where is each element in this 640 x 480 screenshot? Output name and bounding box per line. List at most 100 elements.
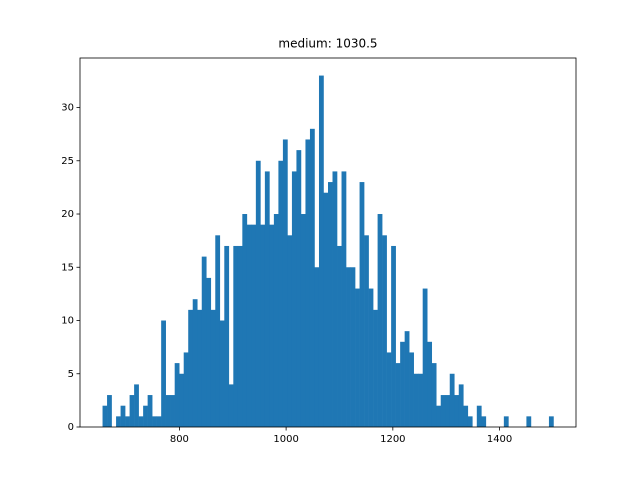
bar: [179, 373, 185, 427]
bar: [152, 416, 157, 427]
bar: [192, 299, 198, 427]
bar: [161, 320, 166, 427]
bar: [548, 416, 554, 427]
bar: [328, 182, 333, 427]
bar: [251, 224, 257, 427]
bar: [476, 405, 482, 427]
bar: [242, 214, 248, 427]
bar: [440, 395, 446, 427]
bar: [210, 309, 216, 427]
x-tick-label: 1000: [273, 434, 298, 445]
bar: [296, 150, 302, 427]
bar: [147, 395, 153, 427]
bar: [228, 384, 234, 427]
bar: [400, 341, 405, 427]
bar: [368, 288, 374, 427]
bar: [215, 235, 221, 427]
bar: [278, 160, 284, 427]
bar: [391, 245, 396, 427]
bar: [323, 192, 329, 427]
bar: [526, 416, 532, 427]
bar: [445, 395, 451, 427]
bar: [413, 373, 419, 427]
bar: [107, 395, 112, 427]
bar: [183, 352, 189, 427]
bar: [337, 245, 342, 427]
bar: [503, 416, 509, 427]
bar: [188, 309, 194, 427]
bar: [143, 405, 148, 427]
bar: [264, 171, 270, 427]
bar: [346, 267, 351, 427]
bar: [282, 139, 288, 427]
bar: [431, 363, 437, 427]
bar: [409, 352, 414, 427]
bar: [255, 160, 261, 427]
bar: [246, 224, 252, 427]
x-tick-label: 1200: [380, 434, 405, 445]
bar: [373, 309, 378, 427]
bar: [120, 405, 126, 427]
bar: [382, 235, 387, 427]
y-tick-label: 25: [61, 156, 74, 167]
bar: [364, 235, 369, 427]
bar: [404, 331, 410, 427]
bar: [165, 395, 171, 427]
x-tick-label: 800: [170, 434, 189, 445]
bar: [224, 245, 230, 427]
bar: [287, 235, 293, 427]
bar: [422, 288, 428, 427]
bar: [314, 267, 320, 427]
bar: [386, 352, 392, 427]
bar: [237, 245, 243, 427]
y-tick-label: 15: [61, 262, 74, 273]
bar: [309, 128, 315, 427]
bar: [318, 75, 324, 428]
bar: [260, 224, 266, 427]
bar: [201, 256, 207, 427]
bar: [418, 373, 423, 427]
bar: [174, 363, 180, 427]
bar: [233, 245, 239, 427]
bar: [134, 384, 139, 427]
bar: [291, 171, 297, 427]
axes-frame: [79, 57, 577, 428]
bar: [458, 384, 464, 427]
y-tick-label: 5: [68, 369, 74, 380]
bar: [454, 395, 460, 427]
y-tick-label: 20: [61, 209, 74, 220]
y-tick-label: 10: [61, 316, 74, 327]
bar: [273, 214, 279, 427]
bar: [359, 182, 365, 427]
bar: [197, 309, 203, 427]
bar: [355, 288, 360, 427]
bar: [467, 416, 473, 427]
bar: [138, 416, 144, 427]
bar: [170, 395, 175, 427]
bar: [481, 416, 487, 427]
bar: [341, 171, 347, 427]
bar: [350, 267, 356, 427]
bar: [102, 405, 108, 427]
bar: [449, 373, 455, 427]
chart-title: medium: 1030.5: [278, 37, 377, 51]
bar: [206, 277, 212, 427]
bar: [395, 363, 401, 427]
y-tick-label: 0: [68, 422, 74, 433]
y-tick-label: 30: [61, 103, 74, 114]
bar: [219, 320, 225, 427]
bar: [305, 139, 311, 427]
bar: [436, 405, 442, 427]
bar: [377, 214, 383, 427]
bar: [156, 416, 162, 427]
bar: [427, 341, 433, 427]
x-tick-label: 1400: [487, 434, 512, 445]
bar: [129, 395, 135, 427]
bar: [463, 405, 469, 427]
bar: [332, 171, 338, 427]
bar: [116, 416, 121, 427]
bar: [125, 416, 130, 427]
bar: [269, 224, 275, 427]
bar: [300, 214, 306, 427]
